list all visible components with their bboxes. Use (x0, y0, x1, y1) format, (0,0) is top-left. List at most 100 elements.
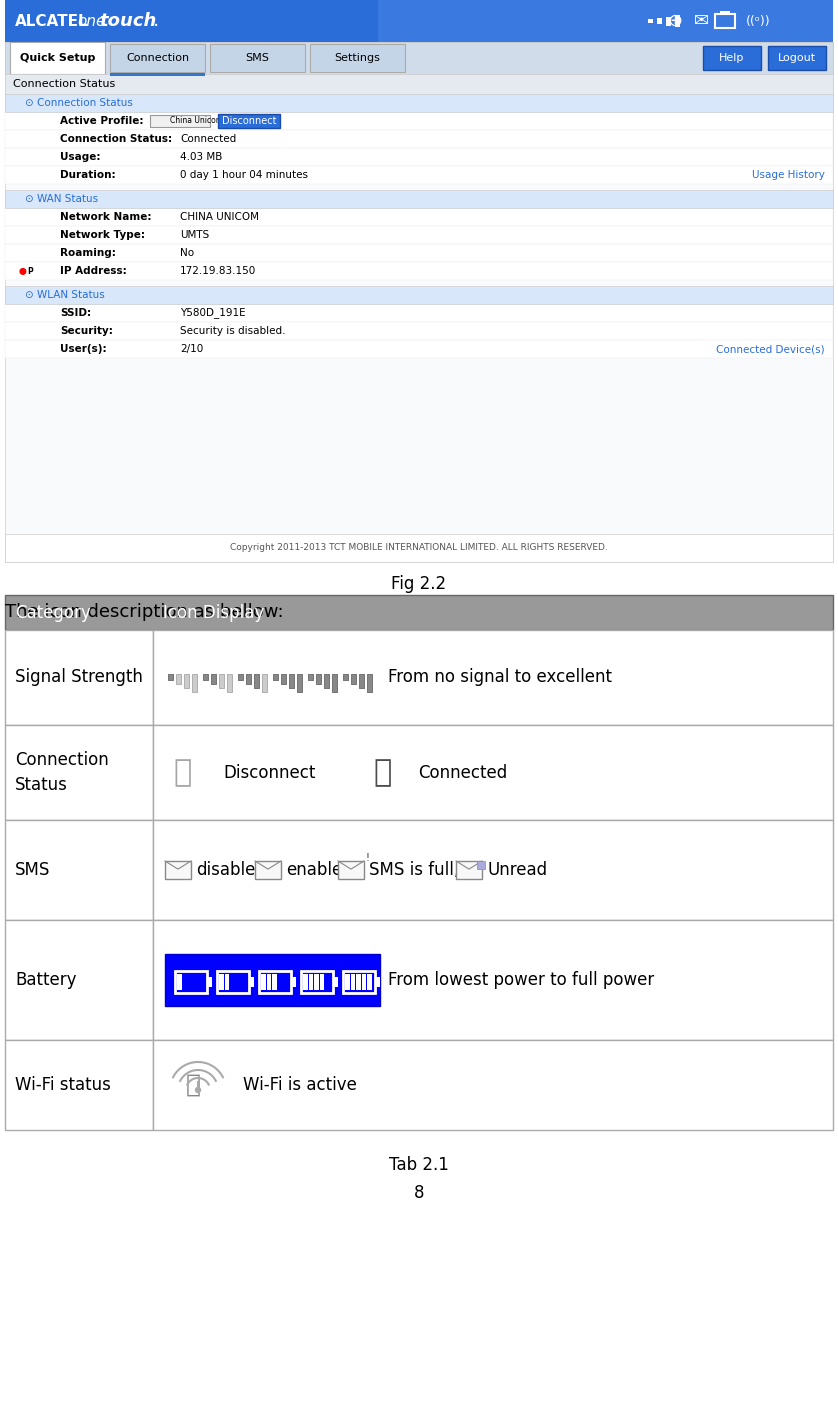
Bar (359, 674, 364, 688)
Text: ((ᵒ)): ((ᵒ)) (746, 14, 770, 27)
Text: ✉: ✉ (693, 11, 709, 30)
Bar (168, 674, 173, 679)
Bar (343, 971, 375, 993)
Bar (211, 674, 216, 684)
Bar (297, 674, 302, 692)
Bar (153, 725, 833, 820)
Text: Quick Setup: Quick Setup (20, 53, 96, 63)
Bar (5, 226, 833, 244)
Bar (168, 674, 173, 679)
Bar (5, 41, 833, 74)
Text: Logout: Logout (778, 53, 816, 63)
Bar (675, 17, 680, 26)
Bar (666, 19, 671, 23)
Text: Connection
Status: Connection Status (15, 750, 109, 795)
Bar (5, 130, 833, 148)
Text: CHINA UNICOM: CHINA UNICOM (180, 212, 259, 222)
Text: Network Name:: Network Name: (60, 212, 152, 222)
Bar (308, 674, 313, 679)
Bar (343, 674, 348, 679)
Bar (308, 674, 313, 679)
Bar (217, 971, 249, 993)
Bar (351, 674, 356, 684)
Text: ⊙ WLAN Status: ⊙ WLAN Status (25, 290, 105, 300)
Bar (289, 674, 294, 688)
Text: .: . (153, 11, 159, 30)
Text: Category: Category (15, 604, 91, 621)
Bar (657, 19, 662, 23)
Text: 172.19.83.150: 172.19.83.150 (180, 266, 256, 276)
Text: Battery: Battery (15, 971, 76, 990)
Bar (456, 862, 482, 879)
Bar (110, 73, 205, 75)
Bar (703, 46, 761, 70)
Bar (666, 17, 671, 24)
Text: From no signal to excellent: From no signal to excellent (388, 668, 612, 686)
Bar (5, 286, 833, 303)
Text: Wi-Fi is active: Wi-Fi is active (243, 1077, 357, 1094)
Bar (477, 862, 485, 869)
Bar (378, 0, 833, 41)
Text: Signal Strength: Signal Strength (15, 668, 142, 686)
Bar (184, 674, 189, 688)
Bar (203, 674, 208, 679)
Bar (5, 595, 833, 629)
Text: Wi-Fi status: Wi-Fi status (15, 1077, 111, 1094)
Text: 📶: 📶 (185, 1074, 200, 1096)
Bar (314, 974, 318, 990)
Bar (273, 674, 278, 679)
Bar (359, 674, 364, 688)
Bar (332, 674, 337, 692)
Bar (324, 674, 329, 688)
Text: Active Profile:: Active Profile: (60, 115, 143, 125)
Text: Y580D_191E: Y580D_191E (180, 308, 246, 319)
Bar (316, 674, 321, 684)
Text: No: No (180, 248, 194, 258)
Bar (310, 44, 405, 73)
Bar (666, 17, 671, 26)
Bar (343, 674, 348, 679)
Bar (219, 974, 224, 990)
Text: China Unicom (D): China Unicom (D) (170, 117, 237, 125)
Bar (720, 11, 730, 14)
Text: UMTS: UMTS (180, 231, 210, 241)
Text: SMS: SMS (15, 862, 50, 879)
Text: !: ! (365, 853, 369, 863)
Bar (289, 674, 294, 688)
Bar (150, 115, 210, 127)
Bar (5, 74, 833, 562)
Text: Disconnect: Disconnect (223, 763, 315, 782)
Bar (345, 974, 349, 990)
Bar (350, 974, 355, 990)
Text: ⊕: ⊕ (667, 11, 683, 30)
Bar (5, 244, 833, 262)
Bar (5, 94, 833, 112)
Bar (5, 725, 153, 820)
Bar (227, 674, 232, 692)
Bar (768, 46, 826, 70)
Bar (153, 820, 833, 920)
Text: Connected: Connected (418, 763, 507, 782)
Bar (192, 674, 197, 692)
Bar (5, 303, 833, 322)
Text: ALCATEL: ALCATEL (15, 13, 89, 28)
Text: Icon Display: Icon Display (163, 604, 264, 621)
Bar (675, 16, 680, 27)
Bar (333, 977, 338, 987)
Text: 🌐: 🌐 (374, 758, 392, 787)
Text: Security:: Security: (60, 326, 113, 336)
Bar (5, 189, 833, 208)
Text: P: P (27, 266, 33, 275)
Bar (303, 974, 308, 990)
Bar (255, 862, 281, 879)
Bar (281, 674, 286, 684)
Bar (5, 262, 833, 281)
Bar (351, 674, 356, 684)
Text: 8: 8 (414, 1183, 424, 1202)
Bar (5, 148, 833, 167)
Text: SSID:: SSID: (60, 308, 91, 318)
Bar (110, 44, 205, 73)
Bar (165, 954, 380, 1005)
Bar (254, 674, 259, 688)
Bar (316, 674, 321, 684)
